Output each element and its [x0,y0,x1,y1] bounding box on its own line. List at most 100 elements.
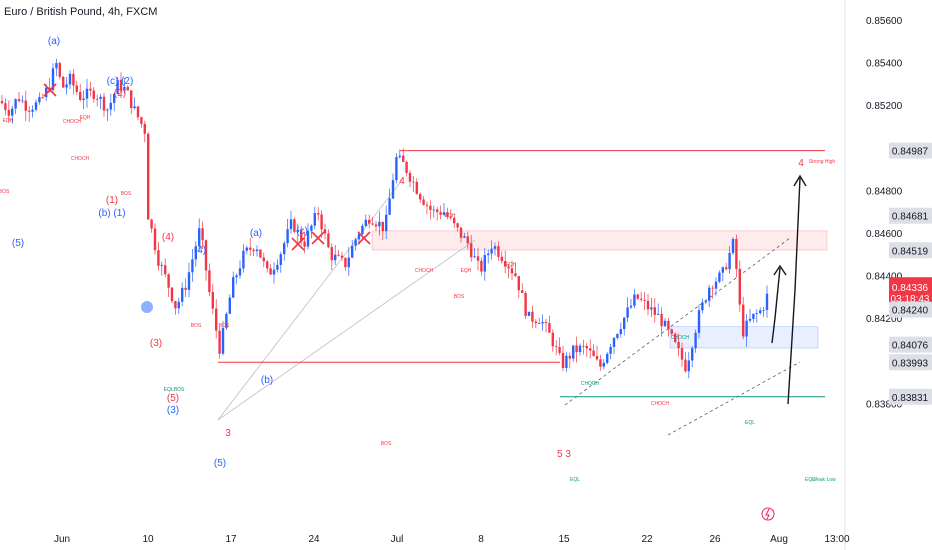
lightning-icon[interactable] [761,507,775,521]
candle-body [599,359,602,367]
wave-label: 4 [399,176,405,187]
x-tick-label: 24 [308,534,320,545]
candle-body [238,268,242,276]
candle-body [215,308,218,331]
x-tick-label: 22 [641,534,653,545]
candle-body [378,221,381,227]
candle-body [629,305,633,308]
candle-body [572,345,575,359]
candle-body [623,317,626,330]
candle-body [388,198,391,215]
price-tag [889,354,932,371]
price-tag-label: 0.84076 [892,341,929,352]
candle-body [459,227,463,238]
candle-body [531,311,534,322]
candle-body [113,94,116,103]
candle-body [41,97,44,98]
wave-label: (b) (1) [98,208,125,219]
price-tag-label: 0.84519 [892,246,929,257]
wave-label: (b) [261,375,273,386]
candle-body [38,97,41,103]
price-tag-label: 0.84240 [892,306,929,317]
candle-body [510,268,514,274]
candle-body [191,259,194,273]
smc-label: Strong High [809,159,836,165]
candle-body [364,219,367,226]
smc-label: CHOCH [671,335,690,341]
candle-body [0,100,4,104]
candle-body [487,253,490,256]
candle-body [646,300,650,310]
channel-line [217,179,403,421]
lightning-bolt-icon [765,508,770,520]
candle-body [259,249,262,258]
wave-label: (a) [48,36,60,47]
x-tick-label: Jul [391,534,404,545]
candle-body [765,293,769,311]
supply-zone [371,230,828,251]
candle-body [619,329,622,335]
candle-body [476,256,480,261]
smc-label: EQL [570,477,580,483]
candle-body [330,247,333,261]
candle-body [106,109,109,111]
candle-body [198,228,201,247]
candle-body [75,85,78,92]
y-tick-label: 0.85200 [866,101,903,112]
wave-label: 5 3 [557,449,571,460]
projection-arrow [787,177,801,405]
candle-body [85,88,89,99]
candle-body [153,228,157,251]
x-mark-icon [291,237,305,251]
candle-body [708,287,711,301]
candle-body [589,348,592,351]
candle-body [582,345,585,347]
candle-body [170,287,174,302]
candle-body [718,272,721,282]
candle-body [680,348,684,360]
candle-body [72,73,75,86]
candle-body [374,224,378,227]
candle-body [449,216,452,218]
y-tick-label: 0.84600 [866,229,903,240]
candle-body [272,269,276,275]
candle-body [385,214,388,232]
wave-label: (3) [150,338,162,349]
candle-body [381,221,384,232]
candle-body [575,345,578,353]
y-tick-label: 0.84200 [866,314,903,325]
candle-body [58,62,61,77]
candle-body [317,213,320,215]
candle-body [11,108,14,116]
candle-body [201,228,204,241]
candle-body [79,91,82,100]
candle-body [136,106,140,118]
channel-line [667,361,801,436]
candle-body [123,86,126,91]
candle-body [255,249,259,252]
marker-dot [141,301,153,313]
wave-label: 4 [798,158,804,169]
candle-body [181,287,184,302]
price-tag-label: 0.84681 [892,212,929,223]
price-tag [889,207,932,224]
candle-body [28,110,31,112]
candle-body [4,103,7,110]
candle-body [626,307,629,318]
wave-label: (5) [167,393,179,404]
candle-body [130,90,133,109]
candle-body [663,320,667,327]
wave-label: (3) [167,405,179,416]
candle-body [368,219,371,224]
candle-body [51,68,55,91]
x-tick-label: 26 [709,534,721,545]
candle-body [480,260,483,272]
smc-label: EQH [506,262,517,268]
smc-label: CHOCH [651,401,670,407]
candle-body [660,313,663,327]
smc-label: Weak Low [812,477,836,483]
candle-body [429,205,432,210]
candle-body [31,109,34,112]
candle-body [116,79,119,95]
